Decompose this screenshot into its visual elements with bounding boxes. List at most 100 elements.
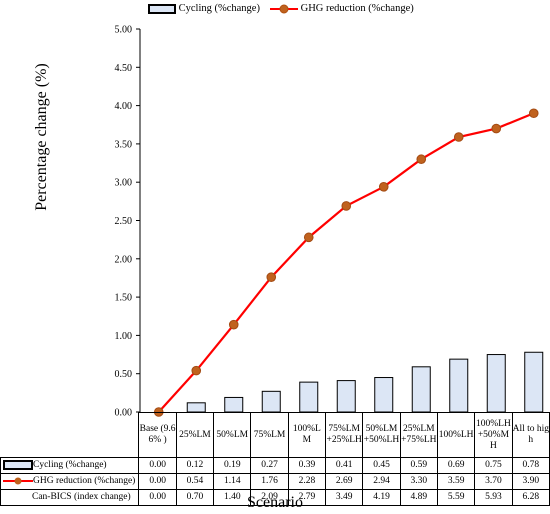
- table-cell: 2.28: [287, 473, 327, 490]
- table-cell: 2.94: [362, 473, 401, 490]
- table-cell: 5.93: [474, 489, 513, 506]
- bars-series: [186, 351, 544, 413]
- ghg-point: [416, 154, 427, 165]
- ghg-point: [303, 232, 314, 243]
- ghg-point: [378, 181, 389, 192]
- legend-ghg-label: GHG reduction (%change): [300, 3, 414, 14]
- bar: [224, 396, 244, 413]
- table-cell: 6.28: [511, 489, 550, 506]
- category-text: 25%LM+75%LH: [401, 424, 437, 445]
- row-label: GHG reduction (%change): [33, 476, 136, 486]
- category-text: 25%LM: [179, 429, 211, 440]
- y-tick-label: 4.50: [115, 63, 133, 74]
- category-label: 100%LH+50%MH: [474, 412, 513, 458]
- table-cell: 1.76: [250, 473, 289, 490]
- y-tick-label: 1.50: [115, 293, 133, 304]
- ghg-point: [453, 132, 464, 142]
- table-row: GHG reduction (%change) 0.00 0.54 1.14 1.76 2…: [0, 473, 550, 490]
- table-row: Cycling (%change) 0.00 0.12 0.19 0.27 0.39 0.4…: [0, 457, 550, 474]
- table-cell: 0.59: [399, 457, 438, 474]
- y-tick-label: 5.00: [115, 25, 133, 36]
- line-series: [153, 108, 539, 417]
- category-label: All to high: [511, 412, 550, 458]
- table-cell: 3.90: [511, 473, 550, 490]
- category-text: 50%LM+50%LH: [363, 424, 400, 445]
- row-bar-swatch: [3, 459, 33, 470]
- category-text: 100%LH+50%MH: [476, 418, 511, 451]
- ghg-point: [341, 201, 352, 211]
- table-cell: 3.70: [474, 473, 513, 490]
- y-tick-label: 3.50: [115, 139, 133, 150]
- category-label: 75%LM+25%LH: [325, 412, 364, 458]
- table-cell: 3.49: [325, 489, 364, 506]
- table-cell: 2.69: [325, 473, 364, 490]
- table-cell: 0.00: [138, 473, 177, 490]
- category-text: 50%LM: [216, 429, 249, 440]
- table-cell: 1.14: [213, 473, 252, 490]
- y-axis: 0.000.501.001.502.002.503.003.504.004.50…: [115, 25, 141, 419]
- y-tick-label: 4.00: [115, 101, 133, 112]
- table-cell: 2.09: [250, 489, 289, 506]
- bar: [299, 381, 319, 413]
- category-label: 100%LH: [436, 412, 476, 458]
- bar: [186, 402, 206, 413]
- category-text: 100%LM: [292, 424, 321, 445]
- category-label: 25%LM: [175, 412, 215, 458]
- table-cell: 0.45: [362, 457, 401, 474]
- category-text: Base (9.66% ): [139, 424, 176, 445]
- ghg-point: [191, 365, 202, 376]
- table-cell: 0.27: [250, 457, 289, 474]
- bar: [411, 366, 431, 413]
- category-text: All to high: [512, 424, 550, 445]
- row-header: GHG reduction (%change): [0, 473, 140, 490]
- category-text: 75%LM: [253, 429, 286, 440]
- legend-cycling-label: Cycling (%change): [178, 3, 260, 14]
- ghg-point: [266, 272, 277, 282]
- bar: [374, 377, 394, 413]
- data-table: Base (9.66% ) 25%LM 50%LM 75%LM 100%LM 75%LM+…: [0, 412, 550, 506]
- legend-bar-swatch: [148, 3, 176, 14]
- category-header-row: Base (9.66% ) 25%LM 50%LM 75%LM 100%LM 75%LM+…: [0, 412, 550, 458]
- legend-ghg: GHG reduction (%change): [270, 2, 414, 16]
- table-cell: 3.59: [436, 473, 476, 490]
- y-tick-label: 2.00: [115, 254, 133, 265]
- ghg-point: [491, 123, 502, 134]
- ghg-point: [528, 108, 539, 119]
- table-cell: 0.00: [138, 457, 177, 474]
- row-line-swatch: [3, 477, 33, 485]
- bar: [449, 358, 469, 413]
- row-label: Cycling (%change): [33, 460, 107, 470]
- y-tick-label: 3.00: [115, 178, 133, 189]
- category-label: 25%LM+75%LH: [399, 412, 438, 458]
- row-header: Cycling (%change): [0, 457, 140, 474]
- y-axis-title: Percentage change (%): [33, 63, 50, 211]
- table-cell: 0.12: [175, 457, 215, 474]
- category-label: 75%LM: [250, 412, 289, 458]
- category-text: 100%LH: [438, 429, 474, 440]
- bar: [524, 351, 544, 413]
- category-label: 50%LM: [213, 412, 252, 458]
- table-cell: 3.30: [399, 473, 438, 490]
- category-label: 50%LM+50%LH: [362, 412, 401, 458]
- category-text: 75%LM+25%LH: [326, 424, 362, 445]
- category-label: Base (9.66% ): [138, 412, 177, 458]
- bar: [486, 354, 506, 413]
- x-axis-title: Scenario: [247, 494, 303, 511]
- table-cell: 0.75: [474, 457, 513, 474]
- ghg-point: [228, 319, 239, 330]
- table-cell: 0.19: [213, 457, 252, 474]
- table-cell: 0.54: [175, 473, 215, 490]
- ghg-line: [157, 112, 535, 413]
- bar: [336, 380, 356, 413]
- bar: [261, 390, 281, 413]
- table-cell: 0.41: [325, 457, 364, 474]
- legend-line-swatch: [270, 4, 298, 14]
- y-tick-label: 1.00: [115, 331, 133, 342]
- y-tick-label: 0.50: [115, 369, 133, 380]
- table-cell: 0.69: [436, 457, 476, 474]
- y-tick-label: 2.50: [115, 216, 133, 227]
- table-row: Can-BICS (index change) 0.00 0.70 1.40 2.09 2…: [0, 489, 550, 506]
- table-cell: 0.39: [287, 457, 327, 474]
- table-corner: [0, 412, 140, 458]
